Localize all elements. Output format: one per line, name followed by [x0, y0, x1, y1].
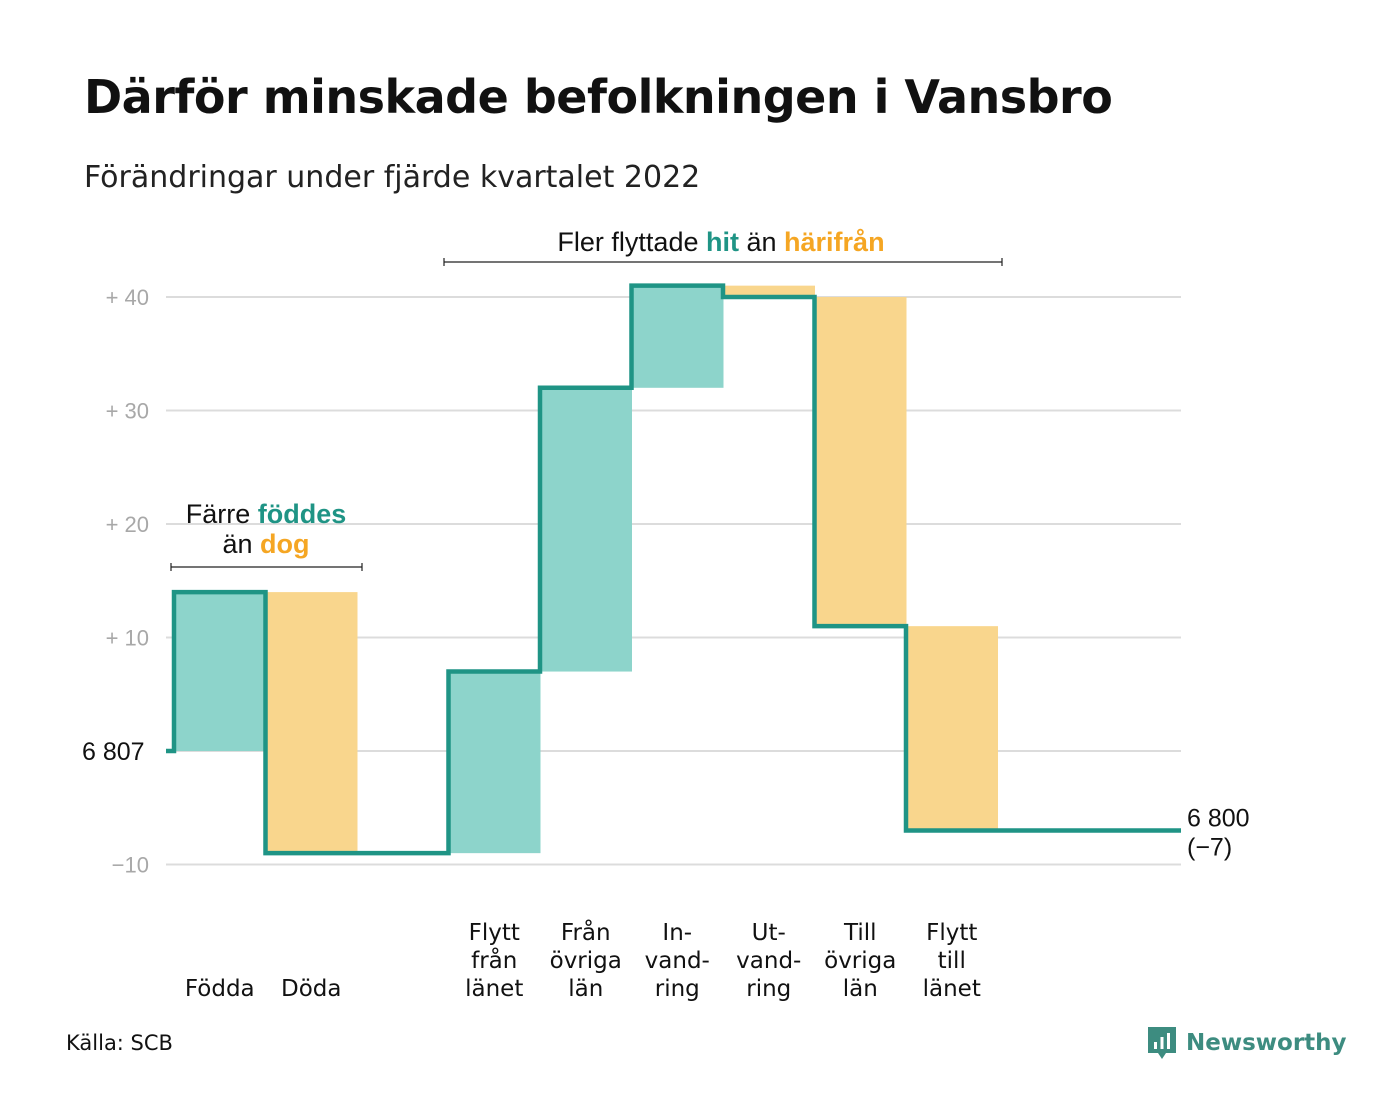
inflow-bar [174, 592, 266, 751]
inflow-bar [540, 387, 632, 672]
annotation-segment: dog [260, 529, 309, 559]
end-change-label: (−7) [1187, 833, 1232, 861]
annotation-segment: än [739, 227, 784, 257]
category-label: Födda [185, 976, 255, 1002]
annotation-segment: härifrån [784, 227, 885, 257]
newsworthy-icon [1148, 1027, 1176, 1059]
cumulative-step-line [166, 283, 1181, 856]
annotation-segment: föddes [258, 499, 347, 529]
outflow-bar [906, 626, 998, 831]
annotation-segment: hit [706, 227, 739, 257]
outflow-bar [723, 285, 815, 297]
category-label: övriga [550, 948, 622, 974]
outflow-bar [265, 592, 358, 854]
category-label: ring [746, 976, 791, 1002]
inflow-bar [448, 671, 541, 854]
y-tick-label: + 20 [106, 512, 149, 537]
category-label: Ut- [752, 920, 786, 946]
category-label: länet [923, 976, 981, 1002]
category-label: till [938, 948, 966, 974]
outflow-bar [814, 297, 907, 627]
y-tick-label: + 30 [106, 399, 149, 424]
chart-subtitle: Förändringar under fjärde kvartalet 2022 [84, 160, 701, 195]
start-value-label: 6 807 [82, 738, 145, 766]
category-label: ring [655, 976, 700, 1002]
category-label: övriga [824, 948, 896, 974]
annotation-segment: än [222, 529, 260, 559]
annotation-segment: Färre [186, 499, 258, 529]
category-label: Till [843, 920, 877, 946]
category-label: Flytt [926, 920, 977, 946]
brand-logo: Newsworthy [1146, 1025, 1347, 1061]
inflow-bar [631, 285, 724, 388]
category-label: In- [662, 920, 692, 946]
end-value-label: 6 800 [1187, 804, 1250, 832]
y-tick-label: −10 [112, 853, 149, 878]
category-label: vand- [645, 948, 710, 974]
births-annotation-line2: än dog [222, 529, 309, 559]
category-label: län [568, 976, 603, 1002]
category-label: från [471, 946, 517, 974]
brand-name: Newsworthy [1186, 1030, 1347, 1056]
births-annotation-line1: Färre föddes [186, 499, 347, 529]
category-label: Flytt [469, 920, 520, 946]
category-label: län [843, 976, 878, 1002]
annotation-segment: Fler flyttade [557, 227, 706, 257]
y-tick-label: + 10 [106, 626, 149, 651]
category-label: länet [465, 976, 523, 1002]
category-label: Från [561, 918, 611, 946]
moves-annotation: Fler flyttade hit än härifrån [557, 227, 884, 257]
source-note: Källa: SCB [66, 1031, 173, 1055]
category-label: Döda [281, 976, 341, 1002]
y-tick-label: + 40 [106, 285, 149, 310]
chart-title: Därför minskade befolkningen i Vansbro [84, 70, 1113, 124]
category-label: vand- [736, 948, 801, 974]
